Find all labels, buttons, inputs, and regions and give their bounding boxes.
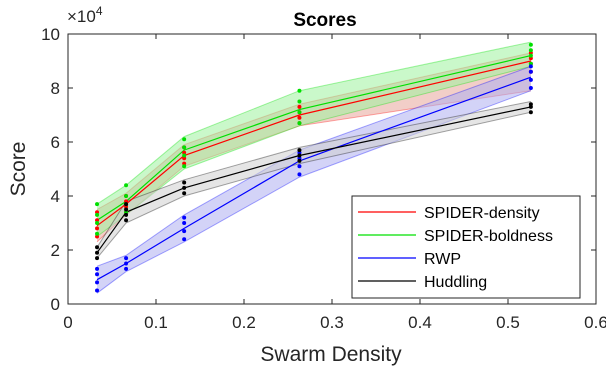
spider-boldness-point <box>95 231 100 236</box>
spider-density-point <box>297 115 302 120</box>
huddling-point <box>182 180 187 185</box>
huddling-band <box>97 101 531 259</box>
x-tick-label: 0 <box>63 313 72 332</box>
rwp-point <box>182 221 187 225</box>
huddling-point <box>124 218 129 223</box>
rwp-point <box>124 256 129 261</box>
spider-boldness-point <box>95 221 100 225</box>
x-axis-label: Swarm Density <box>260 343 402 366</box>
x-tick-label: 0.2 <box>232 313 256 332</box>
rwp-point <box>297 164 302 169</box>
x-tick-label: 0.1 <box>144 313 168 332</box>
chart-title: Scores <box>293 10 356 31</box>
rwp-point <box>95 288 100 293</box>
spider-boldness-point <box>528 48 533 53</box>
rwp-band-upper-edge <box>96 65 532 267</box>
spider-boldness-band <box>97 42 531 237</box>
rwp-point <box>528 86 533 90</box>
spider-boldness-point <box>124 194 129 198</box>
y-tick-label: 0 <box>51 295 60 314</box>
spider-density-point <box>95 226 100 231</box>
series-points <box>95 42 533 293</box>
spider-density-band <box>97 52 531 242</box>
huddling-point <box>95 245 100 250</box>
y-tick-label: 6 <box>51 133 60 152</box>
legend: SPIDER-density SPIDER-boldness RWP Huddling <box>351 195 581 299</box>
rwp-point <box>95 266 100 271</box>
y-multiplier-base: ×10 <box>67 7 96 26</box>
x-tick-label: 0.4 <box>408 313 432 332</box>
y-multiplier: ×104 <box>67 4 103 26</box>
y-tick-label: 4 <box>51 187 60 206</box>
x-axis-ticks: 0 0.1 0.2 0.3 0.4 0.5 0.6 <box>63 34 606 332</box>
huddling-point <box>297 153 302 158</box>
spider-boldness-point <box>528 53 533 58</box>
rwp-point <box>95 280 100 285</box>
huddling-point <box>182 185 187 190</box>
rwp-point <box>95 272 100 277</box>
huddling-point <box>124 212 129 217</box>
huddling-point <box>95 256 100 261</box>
rwp-point <box>528 64 533 69</box>
spider-boldness-point <box>95 212 100 217</box>
x-tick-label: 0.5 <box>496 313 520 332</box>
huddling-point <box>528 110 533 115</box>
huddling-point <box>124 202 129 207</box>
y-tick-label: 2 <box>51 241 60 260</box>
huddling-band-lower-edge <box>96 111 531 259</box>
huddling-point <box>528 102 533 107</box>
y-axis-ticks: 0 2 4 6 8 10 <box>41 25 596 314</box>
spider-boldness-point <box>528 42 533 47</box>
spider-boldness-band-upper-edge <box>96 41 531 205</box>
spider-boldness-point <box>124 183 129 188</box>
legend-label-spider-boldness: SPIDER-boldness <box>424 228 553 245</box>
spider-density-point <box>297 104 302 109</box>
rwp-point <box>182 237 187 242</box>
huddling-band-upper-edge <box>96 101 531 248</box>
spider-boldness-point <box>182 164 187 169</box>
y-axis-label: Score <box>7 142 30 197</box>
spider-boldness-point <box>182 153 187 158</box>
y-tick-label: 8 <box>51 79 60 98</box>
spider-boldness-point <box>95 202 100 207</box>
rwp-point <box>528 77 533 82</box>
huddling-point <box>297 158 302 163</box>
huddling-point <box>297 148 302 153</box>
huddling-point <box>124 207 129 212</box>
spider-boldness-point <box>182 145 187 150</box>
spider-boldness-point <box>297 88 302 93</box>
rwp-point <box>124 261 129 266</box>
rwp-point <box>124 266 129 271</box>
rwp-point <box>182 215 187 220</box>
rwp-line <box>96 76 532 281</box>
x-tick-label: 0.6 <box>584 313 606 332</box>
spider-boldness-point <box>297 99 302 104</box>
huddling-point <box>182 191 187 196</box>
y-tick-label: 10 <box>41 25 60 44</box>
y-multiplier-exponent: 4 <box>96 4 103 18</box>
spider-boldness-point <box>182 137 187 142</box>
spider-boldness-line <box>96 55 532 221</box>
spider-boldness-point <box>297 121 302 126</box>
spider-boldness-point <box>297 110 302 115</box>
confidence-bands <box>96 41 532 294</box>
legend-label-rwp: RWP <box>424 251 461 268</box>
rwp-point <box>528 69 533 74</box>
rwp-band-lower-edge <box>96 90 532 294</box>
huddling-point <box>95 250 100 255</box>
rwp-point <box>182 229 187 234</box>
legend-label-huddling: Huddling <box>424 274 487 291</box>
rwp-point <box>297 172 302 177</box>
legend-label-spider-density: SPIDER-density <box>424 205 540 222</box>
x-tick-label: 0.3 <box>320 313 344 332</box>
